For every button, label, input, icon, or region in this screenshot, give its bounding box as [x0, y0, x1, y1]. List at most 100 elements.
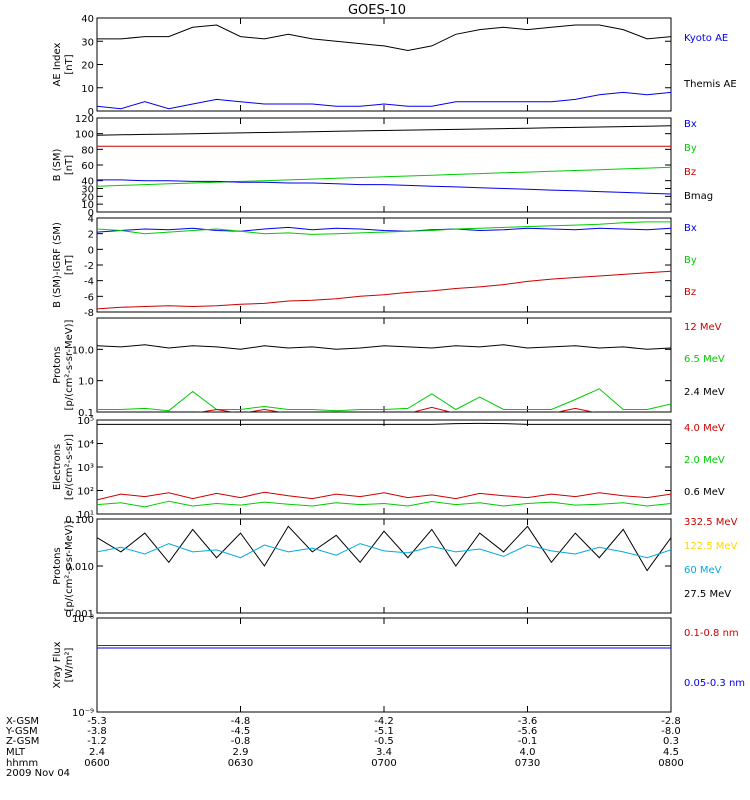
- y-tick-label: 1.0: [78, 377, 94, 388]
- y-axis-label: B (SM)-IGRF (SM)[nT]: [52, 222, 75, 308]
- series-line-0-6-mev: [97, 422, 671, 425]
- series-line-12-mev: [198, 406, 596, 412]
- legend-0-6-mev: 0.6 MeV: [684, 487, 725, 498]
- y-axis-label-line: [W/m²]: [64, 647, 75, 682]
- y-tick-label: -2: [84, 261, 94, 272]
- y-axis-label-line: B (SM): [52, 148, 63, 181]
- legend-kyoto-ae: Kyoto AE: [684, 33, 728, 44]
- y-tick-label: 10: [81, 200, 94, 211]
- legend-2-0-mev: 2.0 MeV: [684, 455, 725, 466]
- ephem-cell: -0.8: [231, 736, 251, 747]
- series-line-4-0-mev: [97, 491, 671, 501]
- series-line-bx: [97, 226, 671, 233]
- ephem-cell: 0730: [515, 758, 540, 769]
- legend-themis-ae: Themis AE: [683, 79, 737, 90]
- legend-27-5-mev: 27.5 MeV: [684, 589, 731, 600]
- y-axis-label: B (SM)[nT]: [52, 148, 75, 181]
- series-line-60-mev: [97, 543, 671, 559]
- y-tick-label: 10.0: [72, 345, 94, 356]
- y-tick-label: 10³: [77, 463, 94, 474]
- series-line-2-4-mev: [97, 344, 671, 350]
- ephem-cell: -0.5: [374, 736, 394, 747]
- ephem-row-label: X-GSM: [6, 716, 39, 727]
- ephem-row-label: hhmm: [6, 758, 38, 769]
- y-tick-label: 0: [88, 107, 94, 118]
- y-tick-label: 40: [81, 14, 94, 25]
- y-axis-label-line: [e/(cm²-s-sr)]: [64, 434, 75, 500]
- legend-4-0-mev: 4.0 MeV: [684, 423, 725, 434]
- y-axis-label-line: B (SM)-IGRF (SM): [52, 222, 63, 308]
- legend-by: By: [684, 143, 697, 154]
- ephem-cell: -4.2: [374, 716, 394, 727]
- y-axis-label-line: [nT]: [64, 54, 75, 74]
- series-group: [97, 422, 671, 508]
- ephem-cell: 0.3: [663, 736, 679, 747]
- y-tick-label: 10⁴: [77, 440, 94, 451]
- y-tick-label: 20: [81, 61, 94, 72]
- ephem-cell: 2.4: [89, 747, 105, 758]
- ephem-row-label: Z-GSM: [6, 736, 39, 747]
- y-tick-label: 10¹: [77, 510, 94, 521]
- ephem-cell: -1.2: [87, 736, 107, 747]
- y-axis-label-line: AE Index: [52, 42, 63, 86]
- legend-bx: Bx: [684, 223, 697, 234]
- series-line-2-0-mev: [97, 500, 671, 508]
- panel-frame: [96, 117, 672, 213]
- series-line-bx: [97, 179, 671, 195]
- ephem-cell: 0630: [228, 758, 253, 769]
- legend-122-5-mev: 122.5 MeV: [684, 541, 738, 552]
- y-tick-label: 100: [75, 130, 94, 141]
- y-axis-label: AE Index[nT]: [52, 42, 75, 86]
- y-tick-label: 4: [88, 214, 94, 225]
- panel-frame: [96, 419, 672, 515]
- ephem-cell: 2.9: [233, 747, 249, 758]
- y-tick-label: 0: [88, 245, 94, 256]
- ephem-cell: -3.6: [518, 716, 538, 727]
- ephem-cell: 0600: [84, 758, 109, 769]
- y-tick-label: 10²: [77, 487, 94, 498]
- y-tick-label: 0.001: [65, 609, 94, 620]
- y-tick-label: 60: [81, 161, 94, 172]
- y-tick-label: 10⁻⁸: [72, 614, 94, 625]
- panel-frame: [96, 317, 672, 413]
- ephem-cell: 0800: [658, 758, 683, 769]
- y-tick-label: 30: [81, 37, 94, 48]
- y-tick-label: 120: [75, 114, 94, 125]
- panel-electrons: 10¹10²10³10⁴10⁵Electrons[e/(cm²-s-sr)]4.…: [52, 416, 725, 521]
- ephem-cell: -0.1: [518, 736, 538, 747]
- legend-by: By: [684, 255, 697, 266]
- ephem-cell: -3.8: [87, 726, 107, 737]
- ephem-cell: 3.4: [376, 747, 392, 758]
- series-line-by: [97, 166, 671, 187]
- panel-protons: 0.1 1.0 10.0 Protons[p/(cm²-s-sr-MeV)] 12 Me…: [52, 317, 725, 419]
- y-tick-label: -8: [84, 308, 94, 319]
- series-line-bmag: [97, 125, 671, 136]
- y-tick-label: -6: [84, 292, 94, 303]
- ephem-cell: 0700: [371, 758, 396, 769]
- ephem-row-label: Y-GSM: [5, 726, 38, 737]
- legend-12-mev: 12 MeV: [684, 322, 722, 333]
- series-group: [97, 24, 671, 110]
- panel-frame: [96, 518, 672, 614]
- ephem-cell: -8.0: [661, 726, 681, 737]
- series-line-6-5-mev: [97, 388, 671, 412]
- y-tick-label: 20: [81, 192, 94, 203]
- series-line-bz: [97, 270, 671, 310]
- panel-ae: 0 10 20 30 40 AE Index[nT] Kyoto AE Themis AE: [52, 14, 737, 118]
- y-axis-label-line: Xray Flux: [52, 641, 63, 688]
- y-axis-label-line: [p/(cm²-s-sr-MeV)]: [64, 319, 75, 410]
- legend-60-mev: 60 MeV: [684, 565, 722, 576]
- series-group: [97, 125, 671, 195]
- ephem-row-label: 2009 Nov 04: [6, 768, 70, 779]
- y-tick-label: 0.1: [78, 408, 94, 419]
- legend-6-5-mev: 6.5 MeV: [684, 354, 725, 365]
- legend-0-1-0-8-nm: 0.1-0.8 nm: [684, 628, 739, 639]
- legend-332-5-mev: 332.5 MeV: [684, 517, 738, 528]
- y-axis-label-line: Electrons: [52, 444, 63, 490]
- y-axis-label: Protons[p/(cm²-s-sr-MeV)]: [52, 520, 75, 611]
- series-line-kyoto-ae: [97, 91, 671, 110]
- y-axis-label-line: Protons: [52, 346, 63, 383]
- series-line-themis-ae: [97, 24, 671, 52]
